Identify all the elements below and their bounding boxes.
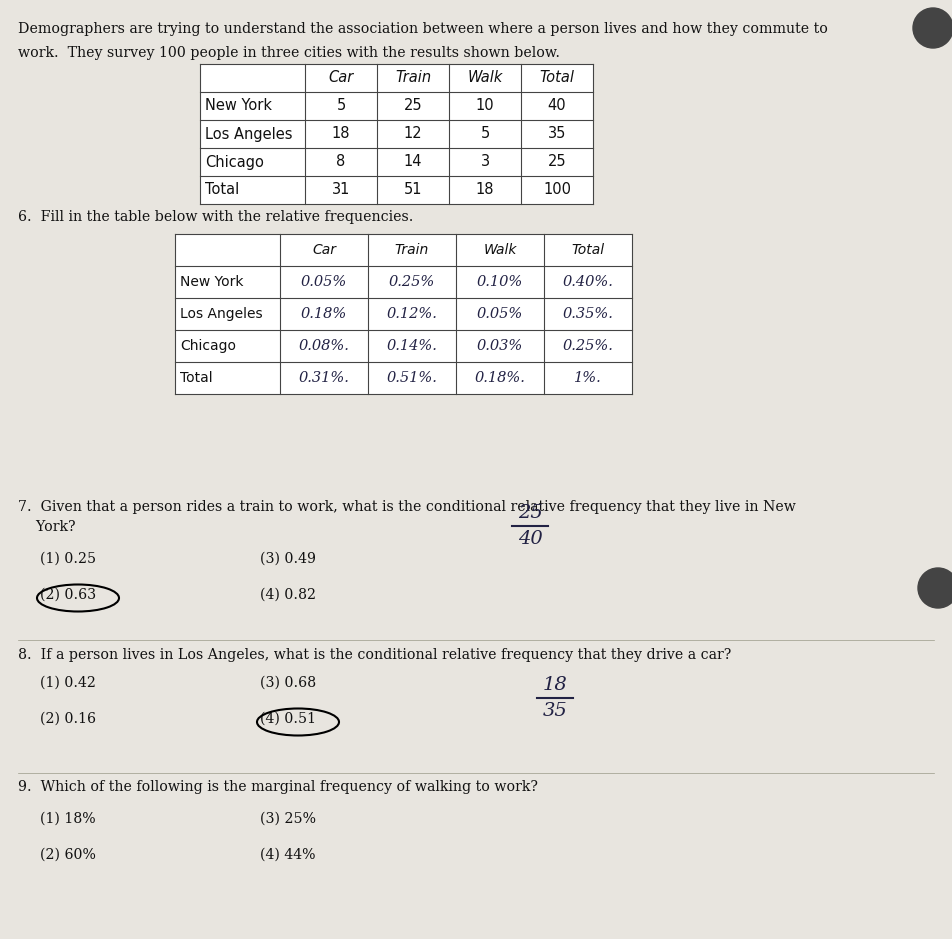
Text: (4) 0.82: (4) 0.82 <box>260 588 316 602</box>
Text: New York: New York <box>205 99 272 114</box>
Text: 8.  If a person lives in Los Angeles, what is the conditional relative frequency: 8. If a person lives in Los Angeles, wha… <box>18 648 731 662</box>
Text: 40: 40 <box>518 530 543 548</box>
Text: 0.25%: 0.25% <box>388 275 435 289</box>
Text: York?: York? <box>18 520 75 534</box>
Text: 0.31%.: 0.31%. <box>299 371 349 385</box>
Circle shape <box>913 8 952 48</box>
Text: Demographers are trying to understand the association between where a person liv: Demographers are trying to understand th… <box>18 22 828 36</box>
Text: (1) 18%: (1) 18% <box>40 812 95 826</box>
Text: 5: 5 <box>481 127 489 142</box>
Text: 18: 18 <box>543 676 567 694</box>
Text: Total: Total <box>540 70 574 85</box>
Text: Total: Total <box>571 243 605 257</box>
Text: 0.25%.: 0.25%. <box>563 339 613 353</box>
Text: (3) 25%: (3) 25% <box>260 812 316 826</box>
Text: 0.14%.: 0.14%. <box>387 339 437 353</box>
Text: 25: 25 <box>404 99 423 114</box>
Text: 100: 100 <box>543 182 571 197</box>
Text: 35: 35 <box>543 702 567 720</box>
Text: 0.08%.: 0.08%. <box>299 339 349 353</box>
Text: 31: 31 <box>332 182 350 197</box>
Text: 9.  Which of the following is the marginal frequency of walking to work?: 9. Which of the following is the margina… <box>18 780 538 794</box>
Text: Train: Train <box>395 70 431 85</box>
Text: 1%.: 1%. <box>574 371 602 385</box>
Text: 7.  Given that a person rides a train to work, what is the conditional relative : 7. Given that a person rides a train to … <box>18 500 796 514</box>
Text: 10: 10 <box>476 99 494 114</box>
Text: Los Angeles: Los Angeles <box>205 127 292 142</box>
Text: (3) 0.68: (3) 0.68 <box>260 676 316 690</box>
Text: Car: Car <box>312 243 336 257</box>
Text: Car: Car <box>328 70 353 85</box>
Text: (1) 0.25: (1) 0.25 <box>40 552 96 566</box>
Text: 5: 5 <box>336 99 346 114</box>
Text: Walk: Walk <box>467 70 503 85</box>
Bar <box>175 234 632 394</box>
Text: 0.05%: 0.05% <box>477 307 524 321</box>
Text: 51: 51 <box>404 182 423 197</box>
Text: 3: 3 <box>481 155 489 170</box>
Text: 25: 25 <box>518 504 543 522</box>
Text: 0.51%.: 0.51%. <box>387 371 437 385</box>
Circle shape <box>918 568 952 608</box>
Text: (2) 0.16: (2) 0.16 <box>40 712 96 726</box>
Text: Los Angeles: Los Angeles <box>180 307 263 321</box>
Text: 18: 18 <box>331 127 350 142</box>
Text: Train: Train <box>395 243 429 257</box>
Text: Walk: Walk <box>484 243 517 257</box>
Text: 8: 8 <box>336 155 346 170</box>
Text: New York: New York <box>180 275 244 289</box>
Text: (3) 0.49: (3) 0.49 <box>260 552 316 566</box>
Text: 0.35%.: 0.35%. <box>563 307 613 321</box>
Text: Total: Total <box>180 371 212 385</box>
Text: (2) 60%: (2) 60% <box>40 848 96 862</box>
Text: 25: 25 <box>547 155 566 170</box>
Text: (4) 44%: (4) 44% <box>260 848 315 862</box>
Text: 0.05%: 0.05% <box>301 275 347 289</box>
Text: 0.03%: 0.03% <box>477 339 524 353</box>
Text: 6.  Fill in the table below with the relative frequencies.: 6. Fill in the table below with the rela… <box>18 210 413 224</box>
Text: 18: 18 <box>476 182 494 197</box>
Text: 35: 35 <box>547 127 566 142</box>
Text: 14: 14 <box>404 155 423 170</box>
Bar <box>200 64 593 204</box>
Text: 0.18%.: 0.18%. <box>474 371 526 385</box>
Text: 0.40%.: 0.40%. <box>563 275 613 289</box>
Text: 12: 12 <box>404 127 423 142</box>
Text: 40: 40 <box>547 99 566 114</box>
Text: Chicago: Chicago <box>205 155 264 170</box>
Text: Chicago: Chicago <box>180 339 236 353</box>
Text: work.  They survey 100 people in three cities with the results shown below.: work. They survey 100 people in three ci… <box>18 46 560 60</box>
Text: (1) 0.42: (1) 0.42 <box>40 676 96 690</box>
Text: (2) 0.63: (2) 0.63 <box>40 588 96 602</box>
Text: Total: Total <box>205 182 239 197</box>
Text: 0.18%: 0.18% <box>301 307 347 321</box>
Text: 0.12%.: 0.12%. <box>387 307 437 321</box>
Text: (4) 0.51: (4) 0.51 <box>260 712 316 726</box>
Text: 0.10%: 0.10% <box>477 275 524 289</box>
